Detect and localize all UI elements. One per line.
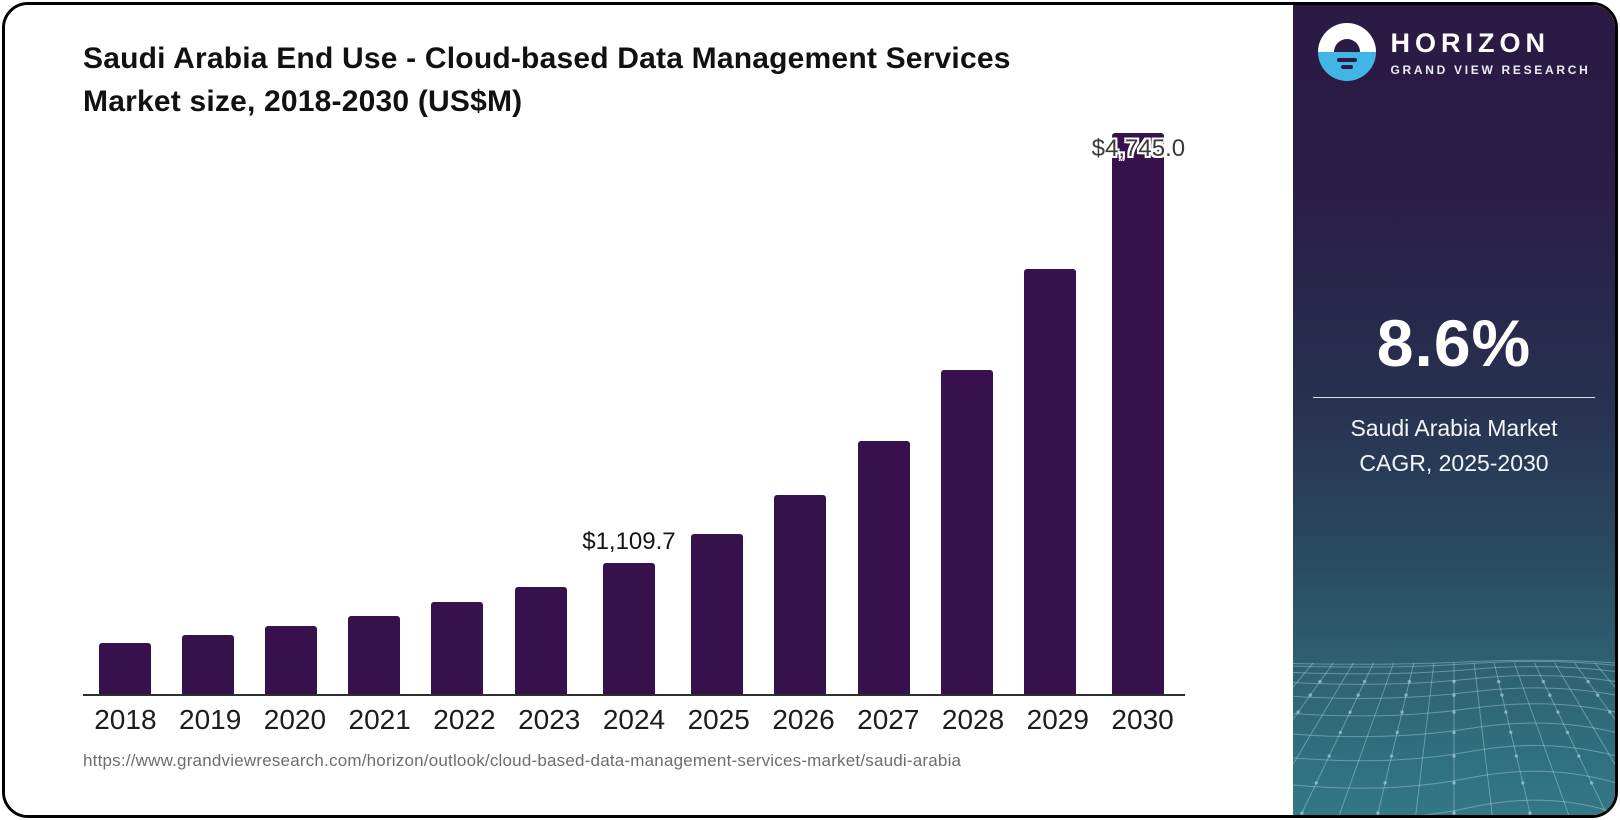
cagr-value: 8.6% bbox=[1376, 306, 1532, 380]
bar-column-2019 bbox=[166, 635, 249, 694]
brand-logo: HORIZON GRAND VIEW RESEARCH bbox=[1293, 23, 1615, 81]
bar-2022 bbox=[431, 602, 484, 694]
brand-name: HORIZON bbox=[1390, 27, 1550, 58]
x-axis-label-2021: 2021 bbox=[348, 704, 411, 735]
bar-value-label-2030: $4,745.0 bbox=[1091, 135, 1186, 162]
brand-text: HORIZON GRAND VIEW RESEARCH bbox=[1391, 28, 1591, 77]
wireframe-mesh-decoration bbox=[1293, 659, 1615, 815]
x-axis-label-2027: 2027 bbox=[857, 704, 920, 735]
sidebar: HORIZON GRAND VIEW RESEARCH 8.6% Saudi A… bbox=[1293, 5, 1615, 815]
bar-column-2029 bbox=[1008, 269, 1091, 694]
x-axis-label-2030: 2030 bbox=[1111, 704, 1174, 735]
x-axis-label-2026: 2026 bbox=[772, 704, 835, 735]
bar-column-2018 bbox=[83, 643, 166, 694]
cagr-stat: 8.6% Saudi Arabia Market CAGR, 2025-2030 bbox=[1293, 305, 1615, 481]
bar-2020 bbox=[265, 626, 317, 694]
x-axis-label-2020: 2020 bbox=[263, 704, 327, 735]
x-axis-line bbox=[83, 694, 1185, 696]
bar-column-2030: $4,745.0 bbox=[1091, 133, 1186, 694]
bar-2026 bbox=[774, 495, 827, 694]
sun-dome-icon bbox=[1333, 39, 1360, 52]
horizon-logo-icon bbox=[1317, 23, 1376, 81]
bar-value-label-2024: $1,109.7 bbox=[582, 528, 676, 555]
x-axis-labels: 2018 2019 2020 2021 2022 2023 2024 2025 2026 2027… bbox=[83, 704, 1185, 736]
x-axis-label-2023: 2023 bbox=[518, 704, 581, 735]
bar-2030 bbox=[1112, 133, 1165, 694]
page-title: Saudi Arabia End Use - Cloud-based Data … bbox=[83, 37, 1011, 123]
x-axis-label-2022: 2022 bbox=[433, 704, 496, 735]
bar-2029 bbox=[1024, 269, 1077, 694]
plot-area: $1,109.7 $4,745.0 bbox=[83, 133, 1185, 694]
cagr-caption-line1: Saudi Arabia Market bbox=[1350, 415, 1558, 441]
bar-column-2028 bbox=[925, 370, 1008, 694]
bar-2027 bbox=[857, 441, 910, 694]
x-axis-label-2019: 2019 bbox=[179, 704, 242, 735]
bar-2018 bbox=[98, 643, 151, 694]
bar-column-2020 bbox=[249, 626, 332, 694]
bar-column-2023 bbox=[499, 587, 582, 694]
x-axis-label-2029: 2029 bbox=[1026, 704, 1089, 735]
cagr-caption-line2: CAGR, 2025-2030 bbox=[1359, 450, 1549, 476]
page-title-line1: Saudi Arabia End Use - Cloud-based Data … bbox=[83, 42, 1011, 75]
chart-section: Saudi Arabia End Use - Cloud-based Data … bbox=[5, 5, 1293, 815]
x-axis-label-2025: 2025 bbox=[687, 704, 750, 735]
cagr-caption: Saudi Arabia Market CAGR, 2025-2030 bbox=[1293, 411, 1615, 481]
page-title-line2: Market size, 2018-2030 (US$M) bbox=[83, 85, 523, 118]
stat-divider bbox=[1313, 397, 1595, 398]
reflection-line-icon bbox=[1336, 58, 1357, 62]
x-axis-label-2028: 2028 bbox=[941, 704, 1005, 735]
bar-2025 bbox=[691, 534, 744, 694]
bar-column-2021 bbox=[333, 616, 416, 694]
bar-column-2025 bbox=[676, 534, 759, 694]
source-url: https://www.grandviewresearch.com/horizo… bbox=[83, 751, 962, 770]
bar-column-2022 bbox=[416, 602, 499, 694]
bar-column-2024: $1,109.7 bbox=[582, 528, 676, 694]
x-axis-label-2024: 2024 bbox=[602, 704, 666, 735]
bar-column-2026 bbox=[759, 495, 842, 694]
reflection-line-icon bbox=[1340, 65, 1353, 69]
bar-2024 bbox=[602, 563, 655, 694]
bar-2021 bbox=[348, 616, 401, 694]
bar-2023 bbox=[514, 587, 567, 694]
x-axis-label-2018: 2018 bbox=[94, 704, 157, 735]
bar-2028 bbox=[940, 370, 993, 694]
brand-subtitle: GRAND VIEW RESEARCH bbox=[1390, 62, 1591, 77]
bar-column-2027 bbox=[842, 441, 925, 694]
bar-2019 bbox=[181, 635, 234, 694]
